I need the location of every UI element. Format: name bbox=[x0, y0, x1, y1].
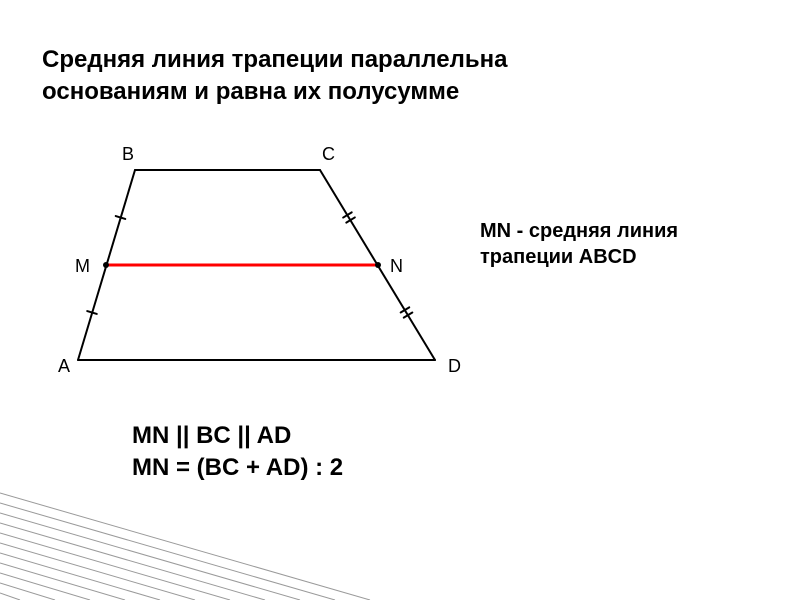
label-C: C bbox=[322, 144, 335, 164]
formula-midline: MN = (BC + AD) : 2 bbox=[132, 454, 343, 482]
label-A: A bbox=[58, 356, 70, 376]
trapezoid-svg: A B C D M N bbox=[40, 130, 470, 380]
label-B: B bbox=[122, 144, 134, 164]
label-N: N bbox=[390, 256, 403, 276]
trapezoid-diagram: A B C D M N bbox=[40, 130, 470, 380]
label-M: M bbox=[75, 256, 90, 276]
formula-parallel: MN || BC || AD bbox=[132, 422, 291, 450]
label-D: D bbox=[448, 356, 461, 376]
point-M bbox=[103, 262, 109, 268]
annotation-line-2: трапеции ABCD bbox=[480, 246, 637, 269]
annotation-line-1: MN - средняя линия bbox=[480, 220, 678, 243]
title-line-1: Средняя линия трапеции параллельна bbox=[42, 46, 507, 74]
point-N bbox=[375, 262, 381, 268]
title-line-2: основаниям и равна их полусумме bbox=[42, 78, 459, 106]
